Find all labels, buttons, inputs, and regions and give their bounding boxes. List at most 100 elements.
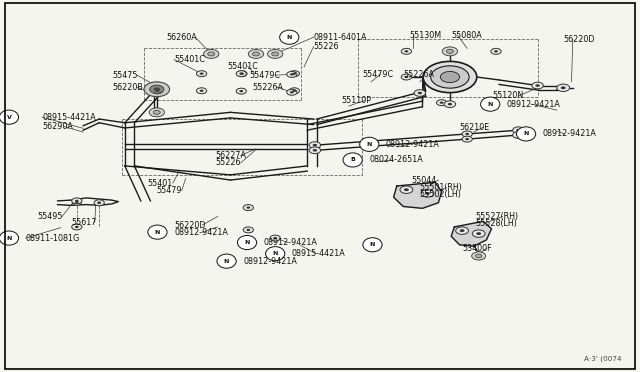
Circle shape xyxy=(75,202,79,204)
Text: 55401C: 55401C xyxy=(227,62,258,71)
Circle shape xyxy=(152,87,161,92)
Text: 55479C: 55479C xyxy=(362,70,394,79)
Circle shape xyxy=(516,134,520,136)
Text: 08911-6401A: 08911-6401A xyxy=(314,33,367,42)
Polygon shape xyxy=(394,182,442,208)
Ellipse shape xyxy=(217,254,236,268)
Text: N: N xyxy=(524,131,529,137)
Circle shape xyxy=(557,84,570,92)
Circle shape xyxy=(448,103,452,105)
Text: 55401C: 55401C xyxy=(174,55,205,64)
Circle shape xyxy=(309,142,321,148)
Text: N: N xyxy=(224,259,229,264)
Ellipse shape xyxy=(0,110,19,124)
Text: 55080A: 55080A xyxy=(451,31,482,40)
Text: 55401: 55401 xyxy=(147,179,172,187)
Text: 55617: 55617 xyxy=(72,218,97,227)
Circle shape xyxy=(200,90,204,92)
Circle shape xyxy=(289,71,300,77)
Text: 55226: 55226 xyxy=(314,42,339,51)
Text: 08024-2651A: 08024-2651A xyxy=(369,155,423,164)
Circle shape xyxy=(404,50,408,52)
Circle shape xyxy=(421,190,434,197)
Text: 55495: 55495 xyxy=(37,212,63,221)
Text: A·3' (0074: A·3' (0074 xyxy=(584,355,622,362)
Circle shape xyxy=(237,71,247,77)
Circle shape xyxy=(465,138,469,140)
Text: 55226A: 55226A xyxy=(403,70,434,79)
Circle shape xyxy=(313,144,317,146)
Circle shape xyxy=(476,254,482,258)
Text: N: N xyxy=(488,102,493,107)
Text: 08912-9421A: 08912-9421A xyxy=(174,228,228,237)
Circle shape xyxy=(401,48,412,54)
Text: 55479: 55479 xyxy=(156,186,182,195)
Circle shape xyxy=(240,73,244,75)
Text: V: V xyxy=(6,115,12,120)
Circle shape xyxy=(476,232,481,235)
Circle shape xyxy=(442,47,458,56)
Circle shape xyxy=(272,52,278,56)
Circle shape xyxy=(273,237,277,239)
Circle shape xyxy=(204,49,219,58)
Circle shape xyxy=(94,200,104,206)
Circle shape xyxy=(462,131,472,137)
Circle shape xyxy=(532,82,543,89)
Circle shape xyxy=(239,73,243,75)
Circle shape xyxy=(273,253,277,255)
Text: 55120N: 55120N xyxy=(493,92,524,100)
Circle shape xyxy=(414,90,426,96)
Circle shape xyxy=(239,90,243,92)
Text: N: N xyxy=(244,240,250,245)
Ellipse shape xyxy=(237,235,257,250)
Circle shape xyxy=(243,205,253,211)
Text: N: N xyxy=(273,251,278,256)
Text: 08912-9421A: 08912-9421A xyxy=(386,140,440,149)
Text: N: N xyxy=(155,230,160,235)
Circle shape xyxy=(444,101,456,108)
Text: 55226A: 55226A xyxy=(253,83,284,92)
Circle shape xyxy=(270,251,280,257)
Circle shape xyxy=(152,88,163,94)
Ellipse shape xyxy=(343,153,362,167)
Text: 56290A: 56290A xyxy=(42,122,73,131)
Circle shape xyxy=(287,71,297,77)
Ellipse shape xyxy=(363,238,382,252)
Circle shape xyxy=(423,61,477,93)
Circle shape xyxy=(418,92,422,94)
Circle shape xyxy=(75,226,79,228)
Circle shape xyxy=(472,230,485,237)
Circle shape xyxy=(200,73,204,75)
Circle shape xyxy=(536,84,540,87)
Circle shape xyxy=(270,235,280,241)
Circle shape xyxy=(246,229,250,231)
Text: 08915-4421A: 08915-4421A xyxy=(292,249,346,258)
Ellipse shape xyxy=(266,247,285,261)
Circle shape xyxy=(401,74,412,80)
Circle shape xyxy=(460,229,465,232)
Circle shape xyxy=(292,90,296,92)
Circle shape xyxy=(290,73,294,76)
Ellipse shape xyxy=(148,225,167,239)
Circle shape xyxy=(561,86,566,89)
Circle shape xyxy=(462,136,472,142)
Circle shape xyxy=(72,200,81,205)
Polygon shape xyxy=(451,221,492,246)
Text: N: N xyxy=(287,35,292,40)
Circle shape xyxy=(425,192,430,195)
Text: 08911-1081G: 08911-1081G xyxy=(26,234,80,243)
Circle shape xyxy=(436,100,447,106)
Circle shape xyxy=(95,200,104,205)
Text: N: N xyxy=(370,242,375,247)
Text: 08912-9421A: 08912-9421A xyxy=(543,129,596,138)
Circle shape xyxy=(431,66,469,88)
Circle shape xyxy=(144,82,170,97)
Circle shape xyxy=(404,188,409,191)
Circle shape xyxy=(404,76,408,78)
Circle shape xyxy=(246,206,250,209)
Text: 55044: 55044 xyxy=(412,176,436,185)
Text: 56227A: 56227A xyxy=(215,151,246,160)
Text: 55110P: 55110P xyxy=(342,96,372,105)
Text: 55527(RH): 55527(RH) xyxy=(476,212,518,221)
Circle shape xyxy=(290,91,294,93)
